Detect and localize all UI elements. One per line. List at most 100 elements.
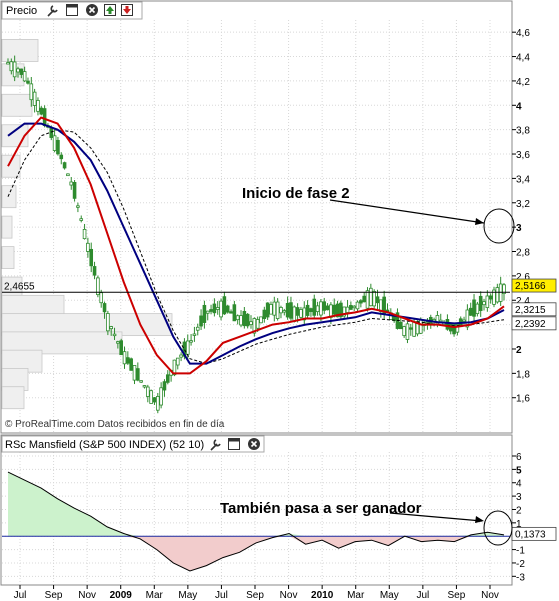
candle-body [152,397,157,403]
rsc-last-values: 0,1373 [511,526,557,541]
move-up-icon[interactable] [104,4,116,16]
candle-body [242,310,247,327]
candle-body [136,368,140,381]
ma-red-line [7,116,505,375]
candle-body [229,311,233,314]
candle-body [175,357,180,366]
reference-label: 2,4655 [4,281,35,292]
candle-body [399,321,403,330]
price-tick-label: 2,4 [516,296,530,307]
rsc-last-value-label: 0,1373 [515,529,546,540]
volume-profile-bar [1,185,17,209]
candle-body [472,299,476,317]
candle-body [139,380,143,383]
rsc-tick-label: 5 [516,465,522,476]
last-value-label: 2,5166 [515,281,546,292]
candle-body [69,181,74,186]
copyright-footer: © ProRealTime.com Datos recibidos en fin… [5,419,225,430]
rsc-y-axis: 6543210-1-2-3 [512,452,525,583]
candle-body [492,289,496,305]
candle-body [222,296,227,315]
x-tick-label: Sep [45,590,63,601]
price-tick-label: 3,2 [516,199,530,210]
x-tick-label: Nov [78,590,96,601]
candle-body [202,304,207,323]
volume-profile-bar [1,154,21,178]
candle-body [319,301,323,316]
candle-body [16,68,20,73]
candle-body [272,301,277,316]
candle-body [275,301,280,319]
annotation-phase2: Inicio de fase 2 [242,185,350,202]
candle-body [478,295,483,311]
candle-body [485,295,490,308]
candle-body [6,62,10,65]
price-tick-label: 2 [516,345,522,356]
price-panel-title: Precio [6,5,37,17]
price-y-axis: 4,64,44,243,83,63,43,232,82,62,42,221,81… [512,28,530,405]
candle-body [265,302,270,318]
wrench-icon[interactable] [47,5,58,17]
candle-body [56,139,60,155]
candle-body [62,162,67,169]
candle-body [99,292,104,304]
candle-body [365,290,370,309]
move-down-icon[interactable] [121,4,133,16]
candle-body [179,354,183,358]
candle-body [49,127,54,138]
candle-body [172,359,177,376]
candle-body [468,307,473,316]
candle-body [195,326,200,331]
candle-body [342,306,347,317]
candle-body [119,340,123,356]
candle-body [402,326,406,336]
rsc-negative-fill [8,536,504,571]
price-last-values: 2,5166 2,3215 2,2392 [511,278,557,331]
window-icon[interactable] [228,438,240,450]
candle-body [415,320,420,335]
candle-body [106,313,110,332]
candle-body [325,305,330,311]
candle-body [312,298,317,316]
x-tick-label: May [178,590,197,601]
rsc-panel-frame [0,434,513,586]
candle-body [345,306,350,313]
wrench-icon[interactable] [210,439,221,451]
window-icon[interactable] [66,4,78,16]
candle-body [225,305,230,313]
ma-dashed-line [7,129,505,365]
candle-body [209,309,213,312]
rsc-tick-label: -3 [516,572,525,583]
highlight-circle-price [483,208,515,244]
candle-body [445,319,450,330]
price-tick-label: 2,8 [516,248,530,259]
x-axis: Jul Sep Nov 2009 Mar May Jul Sep Nov 2010 Mar May Ju… [14,585,499,601]
candle-body [455,324,460,333]
candle-body [26,80,30,84]
candle-body [155,396,160,411]
x-tick-label: Mar [347,590,365,601]
candle-body [199,315,203,327]
candle-body [279,307,283,314]
candle-body [205,310,210,314]
candle-body [12,61,17,78]
price-tick-label: 4,6 [516,28,530,39]
candle-body [482,301,486,306]
rsc-title-bar [1,435,265,453]
candle-body [309,308,313,312]
candle-body [92,266,97,276]
close-icon[interactable] [248,438,260,450]
price-tick-label: 1,6 [516,394,530,405]
candle-body [66,173,70,177]
close-icon[interactable] [86,4,98,16]
candle-body [132,365,137,381]
candle-body [245,313,250,327]
candle-body [212,303,217,314]
rsc-line [7,471,505,572]
candle-body [322,301,327,311]
rsc-positive-fill [8,472,504,537]
price-candles [6,55,506,414]
arrowhead-rsc [475,516,484,523]
volume-profile-bar [1,386,25,410]
candle-body [252,318,257,334]
